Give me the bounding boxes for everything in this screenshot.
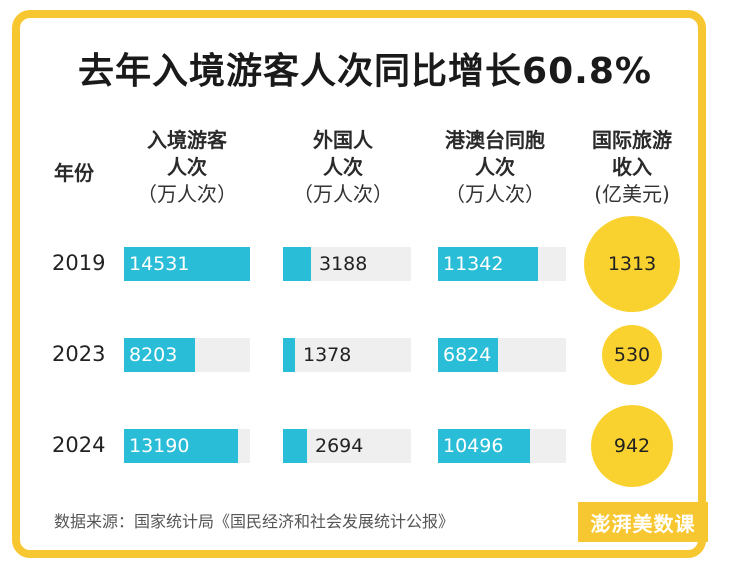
bar-value-label: 2694 (315, 435, 364, 457)
bar (124, 338, 195, 372)
bar (124, 429, 238, 463)
revenue-value-label: 942 (613, 435, 651, 457)
bar-track: 3188 (283, 247, 411, 281)
bar-track: 8203 (124, 338, 250, 372)
bar (124, 247, 250, 281)
revenue-bubble: 530 (602, 325, 662, 385)
bar (438, 338, 498, 372)
year-label: 2023 (52, 342, 106, 366)
bar (283, 338, 295, 372)
revenue-bubble: 942 (591, 405, 673, 487)
bar (438, 247, 538, 281)
source-note: 数据来源：国家统计局《国民经济和社会发展统计公报》 (54, 512, 455, 531)
bar (438, 429, 530, 463)
bar-value-label: 8203 (129, 344, 178, 366)
bar-value-label: 6824 (443, 344, 492, 366)
bar-value-label: 14531 (129, 253, 190, 275)
bar-value-label: 13190 (129, 435, 190, 457)
col2-header: 外国人 人次 （万人次） (293, 128, 393, 206)
bar-track: 11342 (438, 247, 566, 281)
col3-header: 港澳台同胞 人次 （万人次） (445, 128, 545, 206)
year-label: 2024 (52, 433, 106, 457)
col1-header: 入境游客 人次 （万人次） (137, 128, 237, 206)
year-header: 年份 (54, 161, 94, 185)
bar-value-label: 11342 (443, 253, 504, 275)
bar-track: 6824 (438, 338, 566, 372)
col4-header: 国际旅游 收入 (亿美元) (592, 128, 672, 206)
bar-value-label: 3188 (319, 253, 368, 275)
bar-track: 13190 (124, 429, 250, 463)
bar-track: 1378 (283, 338, 411, 372)
revenue-value-label: 530 (613, 344, 651, 366)
bar (283, 247, 311, 281)
bar (283, 429, 307, 463)
bar-value-label: 10496 (443, 435, 504, 457)
bar-track: 2694 (283, 429, 411, 463)
chart-title: 去年入境游客人次同比增长60.8% (78, 51, 652, 92)
bar-track: 14531 (124, 247, 250, 281)
bar-track: 10496 (438, 429, 566, 463)
revenue-bubble: 1313 (584, 216, 680, 312)
publisher-logo: 澎湃美数课 (578, 502, 708, 542)
bar-value-label: 1378 (303, 344, 352, 366)
revenue-value-label: 1313 (607, 253, 657, 275)
year-label: 2019 (52, 251, 106, 275)
